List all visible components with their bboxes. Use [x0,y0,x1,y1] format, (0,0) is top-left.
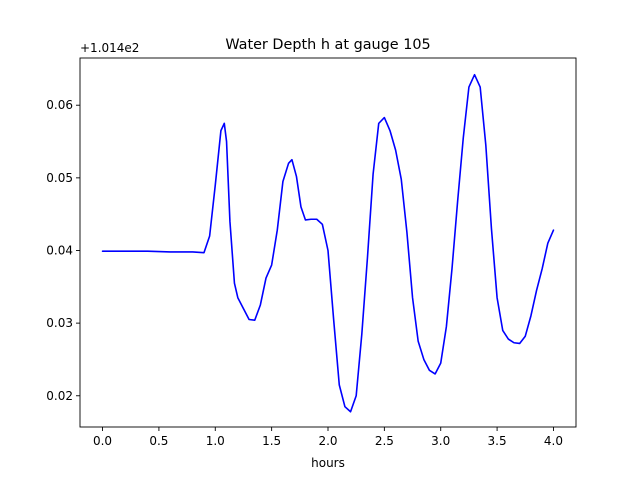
y-tick-label: 0.03 [46,316,73,330]
y-tick-label: 0.05 [46,171,73,185]
x-tick-label: 4.0 [544,434,563,448]
series-line [101,73,555,413]
y-tick-label: 0.04 [46,243,73,257]
chart-title: Water Depth h at gauge 105 [225,37,430,53]
x-tick-label: 1.0 [206,434,225,448]
x-tick-label: 3.0 [431,434,450,448]
x-tick-label: 2.5 [375,434,394,448]
x-tick-label: 2.0 [318,434,337,448]
y-tick-label: 0.06 [46,98,73,112]
y-tick-label: 0.02 [46,389,73,403]
axes-layer: 0.0 0.5 1.0 1.5 2.0 2.5 3.0 3.5 4.0 0.02 0.03 0.04 0… [46,57,577,448]
x-tick-label: 0.0 [93,434,112,448]
x-tick-label: 3.5 [488,434,507,448]
y-offset-label: +1.014e2 [80,41,139,55]
x-axis-label: hours [311,456,345,470]
plot-layer [101,73,555,413]
x-tick-label: 0.5 [149,434,168,448]
x-tick-label: 1.5 [262,434,281,448]
